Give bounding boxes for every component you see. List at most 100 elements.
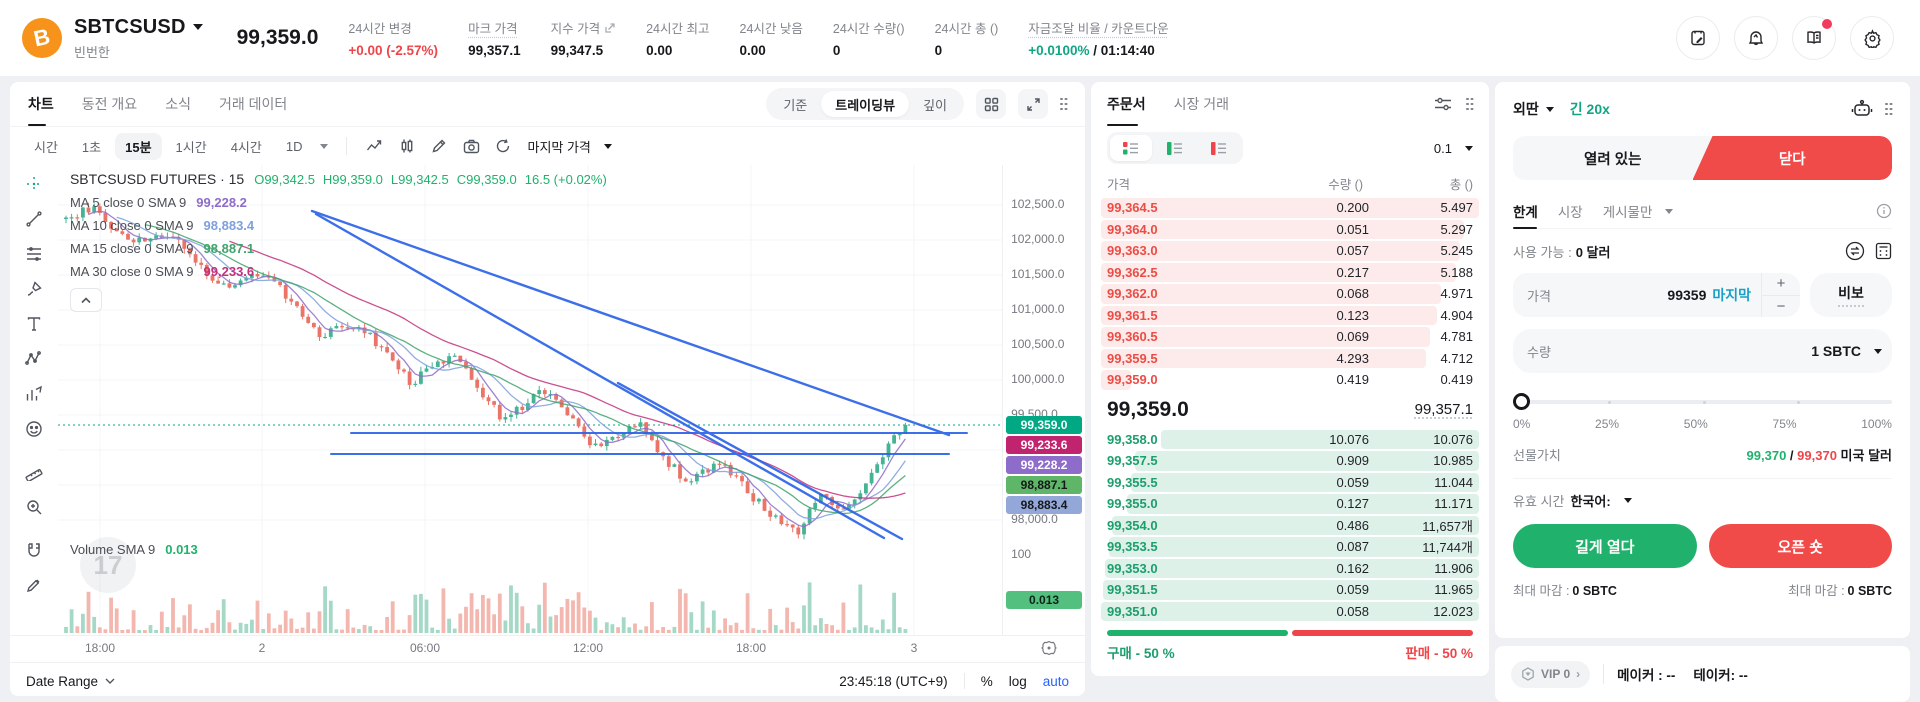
slider-tick-label[interactable]: 75% xyxy=(1772,417,1797,431)
vip-badge[interactable]: VIP 0 › xyxy=(1511,660,1591,688)
settings-button[interactable] xyxy=(1850,16,1894,60)
price-decrement-button[interactable]: − xyxy=(1776,297,1786,315)
bid-row[interactable]: 99,353.5 0.087 11,744개 xyxy=(1101,536,1479,558)
tab-coin-overview[interactable]: 동전 개요 xyxy=(81,96,138,112)
ask-row[interactable]: 99,362.5 0.217 5.188 xyxy=(1101,262,1479,284)
guide-button[interactable] xyxy=(1792,16,1836,60)
orderbook-more-menu[interactable] xyxy=(1466,97,1473,111)
bid-row[interactable]: 99,355.5 0.059 11.044 xyxy=(1101,472,1479,494)
interval-15m[interactable]: 15분 xyxy=(115,132,162,160)
view-standard[interactable]: 기준 xyxy=(783,97,808,113)
bid-row[interactable]: 99,351.0 0.058 12.023 xyxy=(1101,601,1479,623)
tab-trade-data[interactable]: 거래 데이터 xyxy=(218,96,288,112)
price-increment-button[interactable]: + xyxy=(1762,273,1800,296)
ask-row[interactable]: 99,364.0 0.051 5.297 xyxy=(1101,219,1479,241)
ask-row[interactable]: 99,359.5 4.293 4.712 xyxy=(1101,348,1479,370)
open-long-button[interactable]: 길게 열다 xyxy=(1513,524,1697,568)
bbo-button[interactable]: 비보 xyxy=(1810,273,1892,317)
bid-row[interactable]: 99,355.0 0.127 11.171 xyxy=(1101,493,1479,515)
indicator-button[interactable] xyxy=(393,134,421,158)
slider-tick-label[interactable]: 50% xyxy=(1683,417,1708,431)
trade-more-menu[interactable] xyxy=(1885,102,1892,116)
slider-tick-label[interactable]: 100% xyxy=(1861,417,1892,431)
percent-scale-button[interactable]: % xyxy=(980,673,993,689)
time-in-force-dropdown[interactable]: 유효 시간 한국어: xyxy=(1513,491,1892,510)
bid-row[interactable]: 99,351.5 0.059 11.965 xyxy=(1101,579,1479,601)
fullscreen-button[interactable] xyxy=(1018,89,1048,119)
ruler-tool[interactable] xyxy=(19,459,49,485)
interval-1s[interactable]: 1초 xyxy=(81,139,102,155)
chevron-down-icon[interactable] xyxy=(192,24,203,30)
log-scale-button[interactable]: log xyxy=(1008,673,1027,689)
tab-market-trades[interactable]: 시장 거래 xyxy=(1173,96,1230,112)
ask-row[interactable]: 99,362.0 0.068 4.971 xyxy=(1101,283,1479,305)
price-axis[interactable]: 102,500.0 102,000.0 101,500.0 101,000.0 100,… xyxy=(1002,165,1085,635)
crosshair-tool[interactable] xyxy=(19,171,49,197)
edit-tool[interactable] xyxy=(19,572,49,598)
alerts-button[interactable] xyxy=(1734,16,1778,60)
last-price-hint[interactable]: 마지막 xyxy=(1712,287,1751,303)
tab-orderbook[interactable]: 주문서 xyxy=(1107,82,1146,126)
tab-market[interactable]: 시장 xyxy=(1557,205,1583,220)
quantity-input[interactable]: 수량 1 SBTC xyxy=(1513,329,1892,373)
trend-lines[interactable] xyxy=(310,209,968,541)
bid-row[interactable]: 99,358.0 10.076 10.076 xyxy=(1101,429,1479,451)
chart-canvas[interactable]: 17 xyxy=(57,165,1003,635)
fib-lines-tool[interactable] xyxy=(19,241,49,267)
interval-more-icon[interactable] xyxy=(320,143,329,149)
slider-tick-label[interactable]: 25% xyxy=(1595,417,1620,431)
snapshot-button[interactable] xyxy=(457,134,485,158)
transfer-icon[interactable] xyxy=(1845,241,1865,261)
interval-time[interactable]: 시간 xyxy=(34,139,58,155)
chart-style-button[interactable] xyxy=(361,134,389,158)
ask-row[interactable]: 99,360.5 0.069 4.781 xyxy=(1101,326,1479,348)
reload-button[interactable] xyxy=(489,134,517,158)
tab-limit[interactable]: 한계 xyxy=(1513,194,1538,229)
symbol-block[interactable]: B SBTCSUSD 빈번한 xyxy=(0,16,203,61)
forecast-tool[interactable] xyxy=(19,381,49,407)
interval-4h[interactable]: 4시간 xyxy=(230,139,262,155)
price-mode-dropdown[interactable]: 마지막 가격 xyxy=(527,137,612,156)
open-short-button[interactable]: 오픈 숏 xyxy=(1708,524,1892,568)
stat-index-price[interactable]: 지수 가격 99,347.5 xyxy=(551,18,616,58)
view-asks-button[interactable] xyxy=(1198,135,1240,161)
slider-tick-label[interactable]: 0% xyxy=(1513,417,1531,431)
interval-1h[interactable]: 1시간 xyxy=(175,139,207,155)
ask-row[interactable]: 99,361.5 0.123 4.904 xyxy=(1101,305,1479,327)
pattern-tool[interactable] xyxy=(19,346,49,372)
quantity-slider[interactable] xyxy=(1513,393,1892,411)
text-tool[interactable] xyxy=(19,311,49,337)
view-bids-button[interactable] xyxy=(1154,135,1196,161)
axis-settings-button[interactable] xyxy=(1041,640,1057,659)
bid-row[interactable]: 99,353.0 0.162 11.906 xyxy=(1101,558,1479,580)
info-icon[interactable] xyxy=(1876,203,1892,219)
interval-1d[interactable]: 1D xyxy=(285,138,303,154)
tab-close-position[interactable]: 닫다 xyxy=(1692,136,1892,180)
bot-icon[interactable] xyxy=(1851,99,1873,119)
bid-row[interactable]: 99,357.5 0.909 10.985 xyxy=(1101,450,1479,472)
tab-news[interactable]: 소식 xyxy=(165,96,191,112)
legend-collapse-button[interactable] xyxy=(69,288,102,312)
clock[interactable]: 23:45:18 (UTC+9) xyxy=(839,673,948,689)
auto-scale-button[interactable]: auto xyxy=(1042,673,1069,689)
draw-button[interactable] xyxy=(425,134,453,158)
date-range-dropdown[interactable]: Date Range xyxy=(26,674,115,689)
emoji-tool[interactable] xyxy=(19,416,49,442)
chart-more-menu[interactable] xyxy=(1060,97,1067,111)
orderbook-settings-icon[interactable] xyxy=(1434,97,1452,111)
magnet-tool[interactable] xyxy=(19,537,49,563)
tab-chart[interactable]: 차트 xyxy=(28,82,54,126)
precision-dropdown[interactable]: 0.1 xyxy=(1434,141,1473,156)
tab-open-position[interactable]: 열려 있는 xyxy=(1584,151,1642,168)
brush-tool[interactable] xyxy=(19,276,49,302)
leverage-button[interactable]: 긴 20x xyxy=(1569,101,1610,117)
margin-mode-dropdown[interactable]: 외딴 xyxy=(1513,99,1554,119)
mid-mark-price[interactable]: 99,357.1 xyxy=(1414,401,1473,418)
bid-row[interactable]: 99,354.0 0.486 11,657개 xyxy=(1101,515,1479,537)
tab-post-only[interactable]: 게시물만 xyxy=(1603,194,1674,228)
ask-row[interactable]: 99,363.0 0.057 5.245 xyxy=(1101,240,1479,262)
zoom-tool[interactable] xyxy=(19,494,49,520)
view-depth[interactable]: 깊이 xyxy=(923,97,947,113)
view-tradingview[interactable]: 트레이딩뷰 xyxy=(821,91,910,117)
slider-handle[interactable] xyxy=(1513,393,1530,410)
